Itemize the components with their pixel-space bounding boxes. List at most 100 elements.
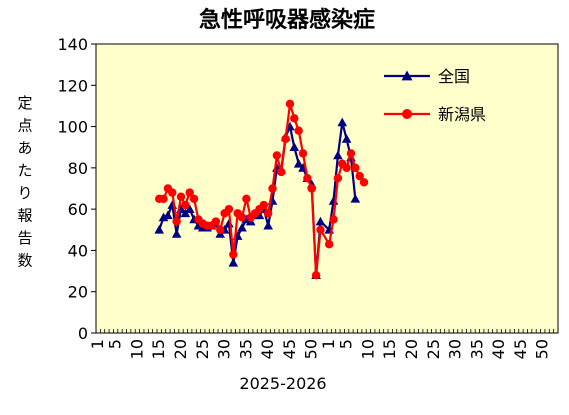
data-point [342,163,351,173]
data-point [307,184,316,193]
data-point [242,194,251,204]
y-tick-label: 20 [68,283,88,302]
data-point [216,225,225,234]
y-label-char: あ [17,139,32,157]
y-label-char: 数 [17,252,32,270]
y-label-char: た [17,162,32,180]
data-point [211,217,221,226]
y-tick-label: 140 [57,35,88,54]
data-point [154,224,164,234]
data-point [171,229,182,238]
data-point [337,117,348,127]
data-point [293,158,304,168]
y-tick-label: 40 [68,241,88,260]
x-tick-label: 35 [236,339,255,359]
chart-title: 急性呼吸器感染症 [199,7,375,33]
x-tick-label: 30 [215,339,234,359]
data-point [263,209,273,218]
x-tick-label: 1 [88,339,107,349]
data-point [311,271,321,280]
x-tick-label: 10 [127,339,146,359]
x-tick-label: 40 [258,339,277,359]
y-axis: 0 20 40 60 80 100 120 140 [57,35,96,343]
legend-marker [402,109,412,119]
data-point [289,142,300,152]
data-point [237,222,247,232]
data-point [228,258,239,267]
data-point [324,240,334,249]
data-point [346,149,356,158]
data-point [315,216,326,226]
y-label-char: 告 [17,229,32,247]
x-tick-label: 45 [280,339,299,359]
x-tick-label: 5 [337,339,356,349]
data-point [285,99,295,109]
data-point [168,188,177,197]
y-label-char: 定 [17,94,32,112]
data-point [294,126,303,135]
x-tick-label: 5 [106,339,125,349]
x-axis-label: 2025-2026 [239,374,326,393]
data-point [181,200,190,210]
y-tick-label: 0 [78,324,88,343]
series-layer [154,99,369,280]
data-point [176,192,186,201]
data-point [254,210,265,220]
y-label-char: 点 [17,117,32,135]
y-label-char: り [17,184,32,202]
data-point [355,171,364,181]
y-tick-label: 60 [68,200,88,219]
x-tick-label: 40 [489,339,508,359]
x-tick-label: 20 [171,339,190,359]
legend-label: 新潟県 [438,105,486,124]
data-point [163,210,173,220]
x-tick-label: 20 [402,339,421,359]
y-tick-label: 80 [68,159,88,178]
data-point [263,220,273,230]
x-tick-label: 15 [149,339,168,359]
data-point [229,250,238,259]
data-point [259,200,269,210]
data-point [185,188,194,197]
data-point [237,213,247,222]
data-point [224,204,234,214]
data-point [281,134,290,144]
y-tick-label: 120 [57,76,88,95]
data-point [172,217,181,226]
series-niigata [154,99,369,280]
data-point [333,173,343,183]
data-point [350,194,361,203]
data-point [298,149,308,158]
data-point [277,167,286,177]
data-point [329,215,338,224]
data-point [351,163,360,173]
x-tick-label: 50 [302,339,321,359]
data-point [272,151,282,160]
x-tick-label: 30 [446,339,465,359]
x-tick-label: 25 [424,339,443,359]
x-tick-label: 50 [533,339,552,359]
x-tick-label: 1 [319,339,338,349]
x-tick-label: 35 [467,339,486,359]
data-point [189,194,199,204]
data-point [333,150,343,160]
x-tick-label: 45 [511,339,530,359]
x-tick-label: 10 [358,339,377,359]
data-point [268,184,277,193]
data-point [303,173,312,183]
x-tick-label: 15 [380,339,399,359]
x-tick-label: 25 [193,339,212,359]
data-point [316,225,325,234]
data-point [359,178,369,187]
y-tick-label: 100 [57,118,88,137]
data-point [341,134,352,143]
data-point [290,114,299,123]
legend-marker [401,70,413,81]
y-label-char: 報 [17,207,32,225]
data-point [159,194,168,204]
legend-label: 全国 [438,67,470,86]
